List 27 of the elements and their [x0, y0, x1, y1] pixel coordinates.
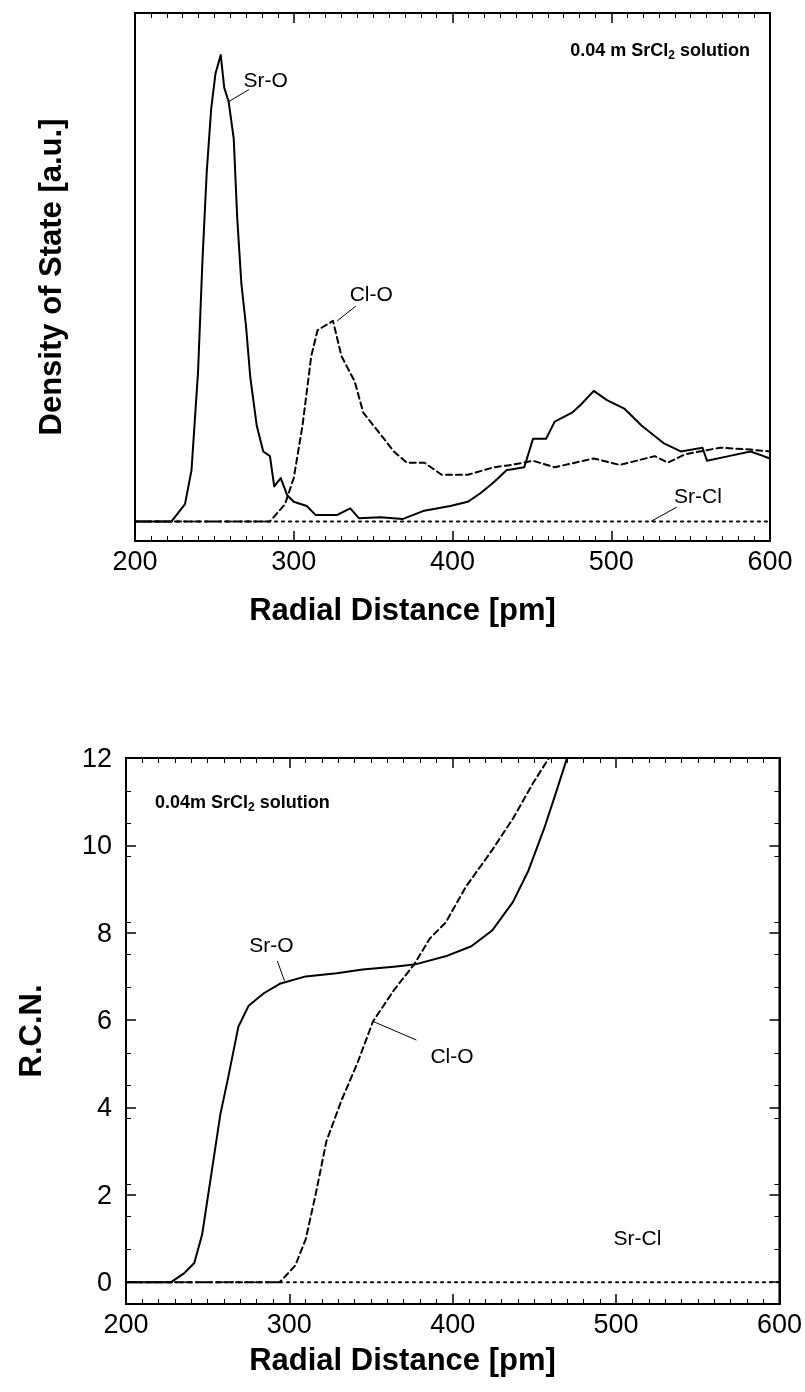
x-tick-label: 300 [266, 1308, 312, 1339]
y-tick-label: 12 [81, 743, 112, 773]
x-tick-label: 200 [112, 545, 158, 576]
x-tick-label: 200 [103, 1308, 149, 1339]
x-axis-title: Radial Distance [pm] [249, 592, 556, 627]
y-axis-title: Density of State [a.u.] [32, 118, 68, 436]
y-tick-label: 2 [96, 1179, 112, 1210]
y-tick-label: 0 [96, 1267, 112, 1298]
y-tick-label: 6 [96, 1005, 112, 1036]
x-tick-label: 400 [429, 545, 476, 576]
y-tick-label: 10 [81, 830, 112, 861]
y-tick-label: 8 [96, 917, 112, 948]
x-tick-label: 600 [756, 1308, 803, 1339]
x-tick-label: 500 [588, 545, 634, 576]
annotation: Cl-O [430, 1043, 474, 1067]
x-tick-label: 600 [747, 545, 793, 576]
x-tick-label: 300 [271, 545, 317, 576]
y-axis-title: R.C.N. [12, 984, 48, 1078]
annotation: Sr-Cl [674, 483, 722, 507]
annotation: Sr-O [249, 933, 294, 957]
y-tick-label: 4 [96, 1092, 112, 1123]
x-axis-title: Radial Distance [pm] [249, 1342, 556, 1377]
x-tick-label: 500 [593, 1308, 639, 1339]
annotation: Sr-Cl [613, 1225, 662, 1249]
annotation: Cl-O [349, 282, 393, 306]
annotation: Sr-O [243, 68, 288, 92]
x-tick-label: 400 [430, 1308, 476, 1339]
